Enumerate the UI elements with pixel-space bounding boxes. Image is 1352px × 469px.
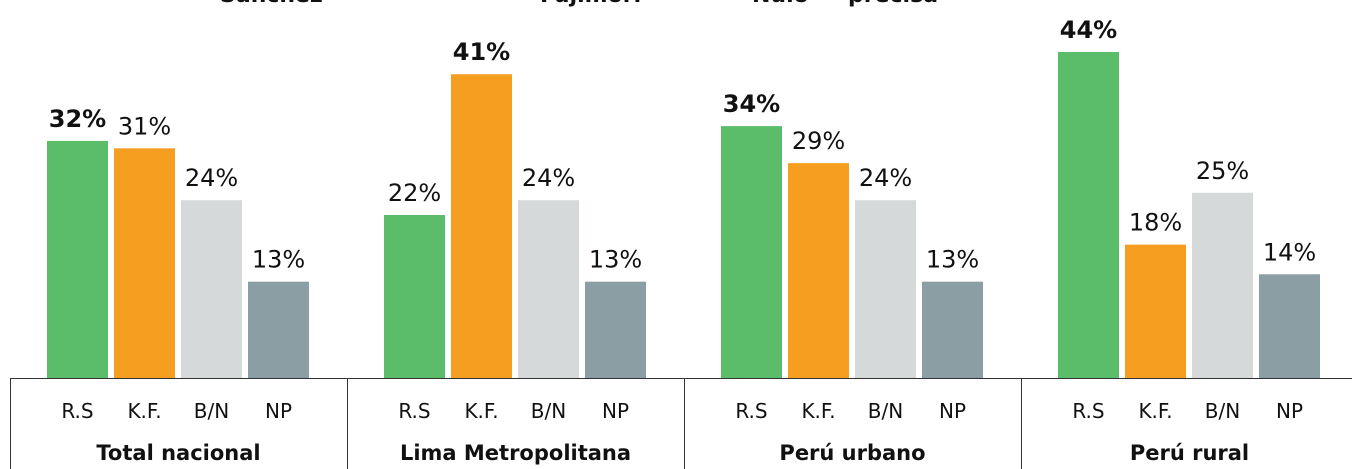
bar (47, 141, 108, 378)
value-label: 44% (1060, 16, 1117, 44)
x-tick-label: NP (602, 399, 629, 423)
x-tick-label: R.S (1072, 399, 1104, 423)
x-tick-label: K.F. (127, 399, 161, 423)
bar (1058, 52, 1119, 378)
group-label: Total nacional (96, 441, 260, 465)
group-label: Perú urbano (779, 441, 925, 465)
x-tick-label: B/N (194, 399, 229, 423)
x-tick-label: K.F. (801, 399, 835, 423)
x-tick-label: NP (265, 399, 292, 423)
bar (248, 282, 309, 378)
value-label: 32% (49, 105, 106, 133)
bar (181, 200, 242, 378)
bar (721, 126, 782, 378)
bar (1192, 193, 1253, 378)
x-tick-label: R.S (735, 399, 767, 423)
bar (1125, 245, 1186, 378)
bar (585, 282, 646, 378)
bar (384, 215, 445, 378)
x-tick-label: R.S (61, 399, 93, 423)
bar (114, 148, 175, 378)
legend-text: Nulo (752, 0, 809, 8)
value-label: 18% (1129, 209, 1182, 237)
value-label: 13% (926, 246, 979, 274)
value-label: 24% (859, 164, 912, 192)
value-label: 25% (1196, 157, 1249, 185)
legend-text: Sánchez (220, 0, 323, 8)
x-tick-label: B/N (868, 399, 903, 423)
value-label: 41% (453, 38, 510, 66)
group-label: Perú rural (1130, 441, 1249, 465)
bar (518, 200, 579, 378)
value-label: 29% (792, 127, 845, 155)
value-label: 34% (723, 90, 780, 118)
x-tick-label: B/N (1205, 399, 1240, 423)
bar (788, 163, 849, 378)
x-tick-label: K.F. (464, 399, 498, 423)
x-tick-label: K.F. (1138, 399, 1172, 423)
x-tick-label: R.S (398, 399, 430, 423)
bar (1259, 274, 1320, 378)
value-label: 24% (185, 164, 238, 192)
legend-text: Fujimori (540, 0, 641, 8)
x-tick-label: NP (1276, 399, 1303, 423)
value-label: 13% (589, 246, 642, 274)
group-label: Lima Metropolitana (400, 441, 631, 465)
value-label: 22% (388, 179, 441, 207)
value-label: 14% (1263, 238, 1316, 266)
bar (855, 200, 916, 378)
x-tick-label: B/N (531, 399, 566, 423)
value-label: 13% (252, 246, 305, 274)
bar (922, 282, 983, 378)
value-label: 24% (522, 164, 575, 192)
chart: Sánchez Fujimori Nulo precisa Total nacional… (0, 0, 1352, 469)
value-label: 31% (118, 112, 171, 140)
bar (451, 74, 512, 378)
x-tick-label: NP (939, 399, 966, 423)
legend-text: precisa (848, 0, 938, 8)
